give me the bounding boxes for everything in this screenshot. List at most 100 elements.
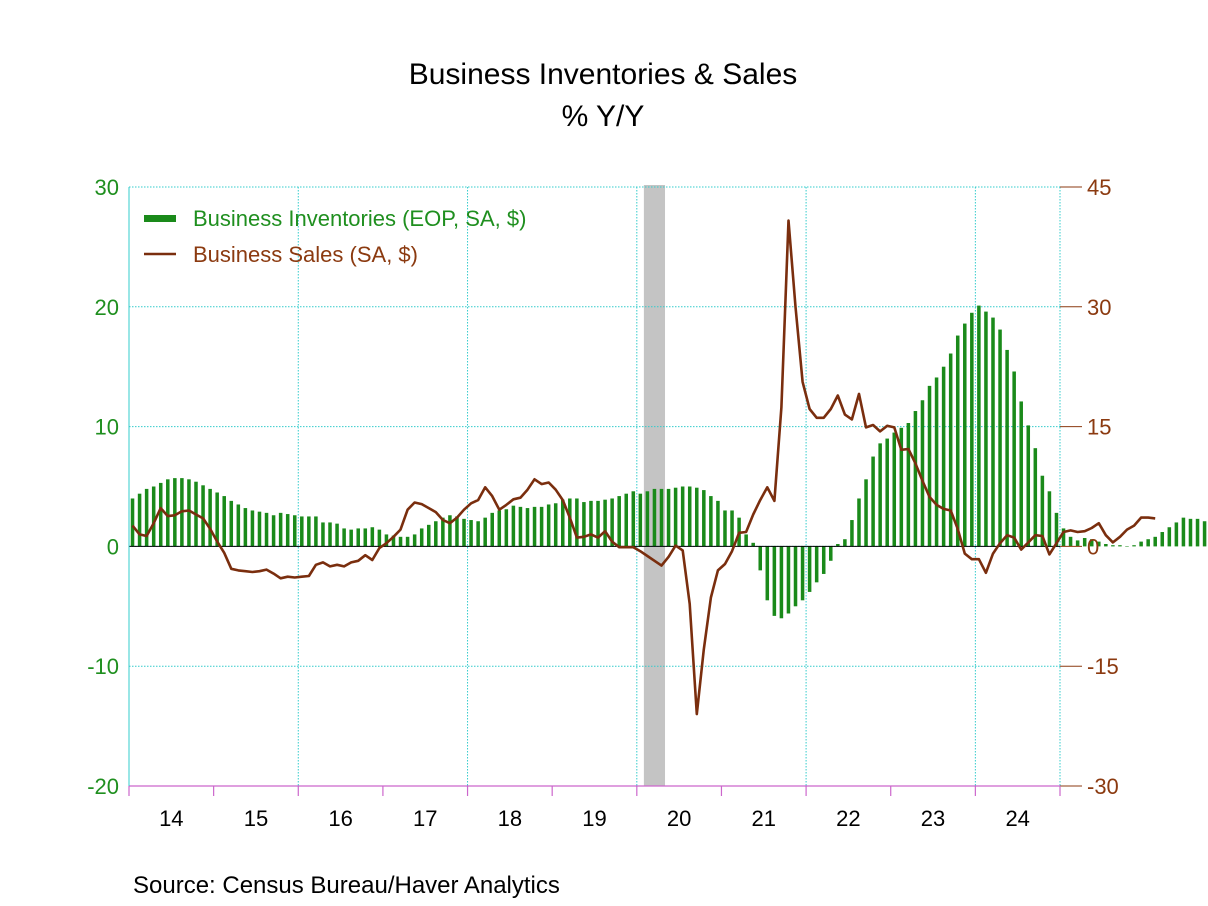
right-tick-label: 15 [1087, 415, 1111, 440]
inventory-bar [208, 488, 212, 547]
inventory-bar [970, 312, 974, 547]
inventory-bar [462, 518, 466, 547]
inventory-bar [1153, 536, 1157, 547]
inventory-bar [546, 504, 551, 547]
right-tick-label: 30 [1087, 295, 1111, 320]
chart-subtitle: % Y/Y [562, 100, 645, 133]
inventory-bar [1104, 544, 1108, 547]
inventory-bar [441, 517, 445, 547]
inventory-bar [864, 479, 868, 547]
axes [128, 187, 1060, 787]
inventory-bar [948, 353, 953, 547]
inventory-bar [1012, 371, 1016, 547]
recession-band-group [643, 185, 666, 786]
inventory-bar [1097, 541, 1101, 547]
inventory-bar [243, 508, 248, 547]
inventory-bar [229, 500, 234, 547]
legend: Business Inventories (EOP, SA, $) Busine… [144, 206, 526, 267]
inventory-bar [1174, 522, 1179, 547]
inventory-bar [490, 512, 494, 547]
inventory-bar [201, 485, 205, 547]
inventory-bar [941, 366, 946, 547]
inventory-bar [363, 528, 368, 547]
left-axis-ticks: -20 -10 0 10 20 30 [87, 175, 119, 799]
inventory-bar [349, 529, 353, 547]
inventory-bar [1068, 536, 1073, 547]
inventory-bar [1181, 517, 1186, 547]
inventory-bar [370, 527, 375, 547]
x-tick-label: 20 [667, 806, 691, 831]
x-tick-label: 18 [498, 806, 522, 831]
inventory-bar [144, 488, 149, 547]
x-tick-label: 22 [836, 806, 860, 831]
inventory-bar [603, 499, 607, 547]
inventory-bar [758, 546, 763, 571]
inventory-bar [307, 516, 311, 547]
inventory-bar [687, 486, 692, 547]
inventory-bar [645, 491, 650, 547]
recession-band [643, 185, 666, 786]
inventory-bar [314, 516, 318, 547]
legend-label-inventories: Business Inventories (EOP, SA, $) [193, 206, 526, 231]
inventory-bar [483, 517, 487, 547]
inventory-bar [673, 487, 678, 547]
inventory-bar [151, 486, 156, 547]
inventories-bars [130, 305, 1207, 619]
inventory-bar [187, 479, 191, 547]
inventory-bar [751, 542, 755, 547]
inventory-bar [765, 546, 770, 601]
inventory-bar [342, 528, 346, 547]
inventory-bar [497, 510, 502, 547]
inventory-bar [412, 534, 417, 547]
right-axis-ticks: -30 -15 0 15 30 45 [1060, 175, 1119, 799]
inventory-bar [730, 510, 734, 547]
inventory-bar [885, 438, 889, 547]
inventory-bar [920, 400, 925, 547]
inventory-bar [631, 491, 636, 547]
right-tick-label: 45 [1087, 175, 1111, 200]
left-tick-label: 20 [95, 295, 119, 320]
inventory-bar [1082, 538, 1087, 547]
inventory-bar [1089, 539, 1094, 547]
inventory-bar [1054, 512, 1059, 547]
inventory-bar [800, 546, 805, 601]
x-axis-ticks: 14 15 16 17 18 19 20 21 22 23 24 [128, 786, 1061, 831]
inventory-bar [793, 546, 798, 607]
inventory-bar [906, 423, 911, 547]
x-tick-label: 23 [921, 806, 945, 831]
inventory-bar [963, 323, 967, 547]
inventory-bar [680, 486, 685, 547]
inventory-bar [1160, 532, 1165, 547]
inventory-bar [1026, 425, 1031, 547]
inventory-bar [1146, 539, 1150, 547]
inventory-bar [173, 478, 177, 547]
inventory-bar [913, 411, 918, 547]
inventory-bar [215, 492, 219, 547]
inventory-bar [434, 521, 438, 547]
inventory-bar [236, 504, 241, 547]
inventory-bar [814, 546, 819, 583]
right-tick-label: 0 [1087, 534, 1099, 559]
inventory-bar [525, 508, 530, 547]
x-tick-label: 16 [328, 806, 352, 831]
inventory-bar [568, 498, 572, 547]
grid-lines [129, 186, 1061, 787]
inventory-bar [899, 427, 904, 547]
inventory-bar [589, 500, 593, 547]
inventory-bar [553, 503, 558, 547]
inventory-bar [955, 335, 960, 547]
inventory-bar [659, 488, 664, 547]
inventory-bar [285, 514, 290, 547]
inventory-bar [1019, 401, 1023, 547]
inventory-bar [321, 522, 325, 547]
x-tick-label: 17 [413, 806, 437, 831]
inventory-bar [927, 385, 932, 547]
inventory-bar [137, 493, 142, 547]
inventory-bar [504, 509, 509, 547]
inventory-bar [419, 528, 424, 547]
inventory-bar [582, 502, 586, 547]
inventory-bar [377, 529, 382, 547]
inventory-bar [222, 496, 226, 547]
inventory-bar [257, 511, 262, 547]
inventory-bar [638, 493, 643, 547]
